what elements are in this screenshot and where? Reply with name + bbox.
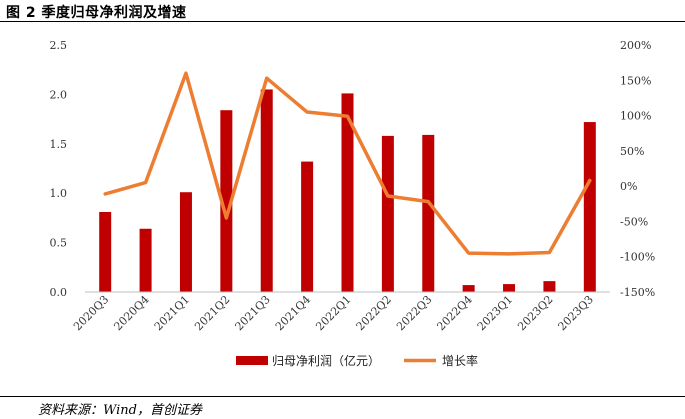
- growth-point-2022Q1: [347, 115, 348, 117]
- right-tick-label: 150%: [620, 74, 651, 87]
- left-tick-label: 1.0: [50, 187, 68, 200]
- x-tick-label: 2021Q2: [192, 293, 232, 333]
- bar-2023Q3: [583, 122, 596, 293]
- growth-point-2022Q3: [427, 201, 429, 203]
- right-tick-label: -100%: [620, 251, 655, 264]
- bar-2023Q2: [543, 281, 556, 292]
- growth-point-2023Q3: [589, 179, 591, 181]
- growth-point-2020Q3: [104, 193, 106, 195]
- line-series: [103, 71, 592, 256]
- chart-title: 图 2 季度归母净利润及增速: [6, 5, 187, 21]
- legend: 归母净利润（亿元） 增长率: [236, 353, 478, 368]
- left-axis: 0.0 0.5 1.0 1.5 2.0 2.5: [50, 39, 68, 299]
- bar-2023Q1: [503, 284, 516, 292]
- growth-point-2021Q4: [306, 111, 308, 113]
- bar-2021Q3: [260, 89, 273, 293]
- legend-label-bar: 归母净利润（亿元）: [272, 353, 380, 368]
- growth-point-2022Q2: [387, 195, 389, 197]
- x-tick-label: 2021Q1: [152, 293, 192, 333]
- right-tick-label: 0%: [620, 180, 637, 193]
- x-tick-label: 2023Q2: [515, 293, 555, 333]
- left-tick-label: 0.0: [50, 286, 68, 299]
- bar-series: [99, 89, 596, 293]
- x-axis: 2020Q3 2020Q4 2021Q1 2021Q2 2021Q3 2021Q4 2022…: [71, 291, 610, 333]
- bar-2022Q2: [381, 135, 394, 292]
- x-tick-label: 2020Q4: [111, 293, 151, 333]
- left-tick-label: 0.5: [50, 237, 68, 250]
- right-tick-label: 200%: [620, 39, 651, 52]
- bar-2020Q3: [99, 211, 112, 292]
- x-tick-label: 2022Q3: [394, 293, 434, 333]
- growth-point-2021Q1: [185, 72, 187, 74]
- bar-2022Q3: [422, 134, 435, 292]
- x-tick-label: 2021Q3: [233, 293, 273, 333]
- title-bar: 图 2 季度归母净利润及增速: [0, 0, 685, 22]
- growth-point-2021Q2: [225, 217, 227, 219]
- left-tick-label: 2.5: [50, 39, 68, 52]
- growth-point-2022Q4: [468, 252, 470, 254]
- x-tick-label: 2022Q2: [354, 293, 394, 333]
- growth-point-2023Q1: [508, 253, 510, 255]
- legend-label-line: 增长率: [442, 353, 478, 368]
- x-tick-label: 2023Q1: [475, 293, 515, 333]
- left-tick-label: 2.0: [50, 88, 68, 101]
- legend-swatch-bar: [236, 356, 268, 365]
- x-tick-label: 2022Q1: [313, 293, 353, 333]
- growth-point-2023Q2: [548, 251, 550, 253]
- growth-point-2020Q4: [145, 182, 147, 184]
- source-note: 资料来源：Wind，首创证券: [38, 403, 202, 418]
- growth-point-2021Q3: [266, 77, 268, 79]
- right-tick-label: 50%: [620, 145, 644, 158]
- right-axis: -150% -100% -50% 0% 50% 100% 150% 200%: [620, 39, 655, 299]
- bar-2021Q4: [301, 161, 314, 292]
- bar-2021Q2: [220, 110, 233, 292]
- right-tick-label: -150%: [620, 286, 655, 299]
- x-tick-label: 2021Q4: [273, 293, 313, 333]
- bar-2022Q1: [341, 93, 354, 292]
- bar-2021Q1: [179, 192, 192, 292]
- x-tick-label: 2023Q3: [556, 293, 596, 333]
- x-tick-label: 2022Q4: [434, 293, 474, 333]
- right-tick-label: -50%: [620, 215, 648, 228]
- x-tick-label: 2020Q3: [71, 293, 111, 333]
- bar-2022Q4: [462, 285, 475, 292]
- chart-svg: 0.0 0.5 1.0 1.5 2.0 2.5 -150% -100% -50% 0% 50% 10…: [50, 39, 656, 368]
- source-bar: 资料来源：Wind，首创证券: [0, 396, 685, 419]
- right-tick-label: 100%: [620, 110, 651, 123]
- left-tick-label: 1.5: [50, 138, 68, 151]
- bar-2020Q4: [139, 228, 152, 292]
